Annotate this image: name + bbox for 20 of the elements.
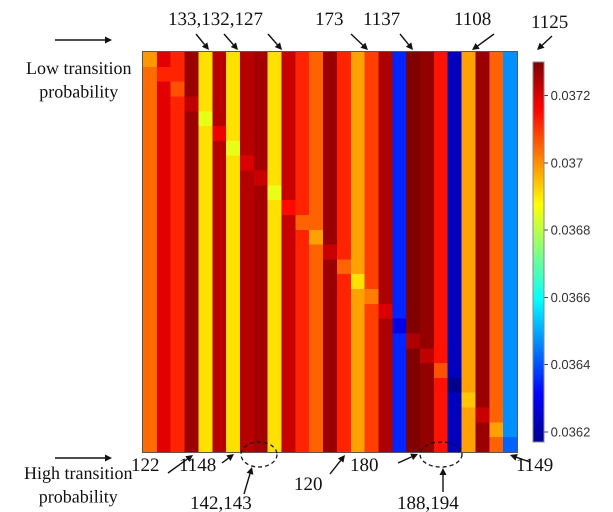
text: 1149 [516,455,554,476]
text: 1137 [363,9,400,30]
text: 1108 [454,9,492,30]
text: 173 [315,9,344,30]
color-bar-label: 0.0366 [550,290,590,305]
text: 180 [350,455,378,476]
text: 188,194 [397,493,460,512]
color-bar-label: 0.0364 [550,357,590,372]
text: 1148 [179,455,216,476]
text: High transition probability [24,463,132,506]
text: 133,132,127 [168,9,263,30]
text: Low transition probability [26,58,132,102]
text: 142,143 [190,493,252,512]
color-bar-label: 0.0362 [550,424,590,440]
text: 122 [131,455,160,476]
color-bar-label: 0.037 [550,155,584,170]
color-bar-label: 0.0368 [550,222,590,238]
text: 1125 [531,12,568,33]
text: 120 [294,474,322,495]
color-bar-label: 0.0372 [550,88,590,104]
